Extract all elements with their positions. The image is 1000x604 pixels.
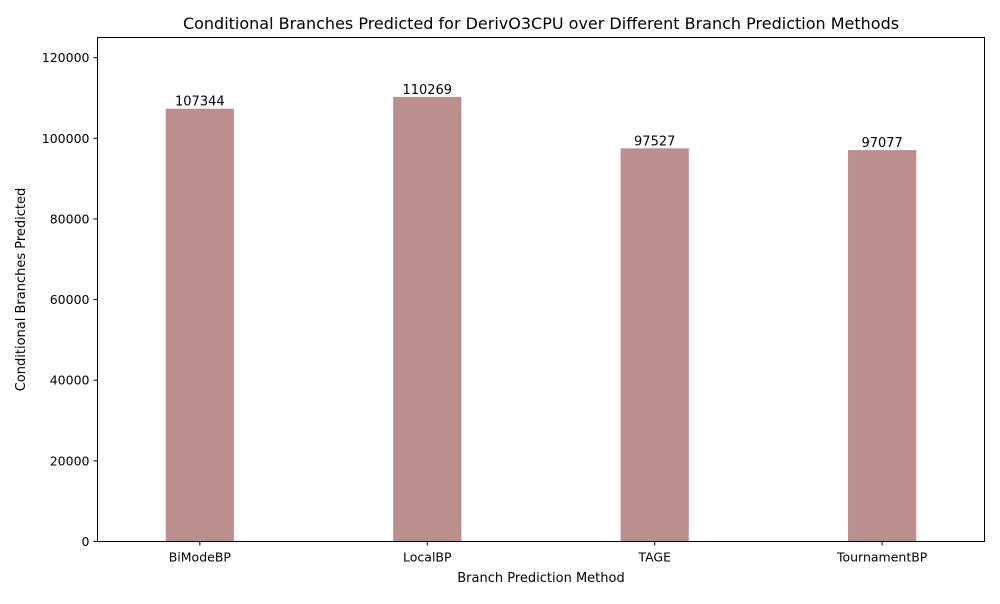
x-tick-label-TournamentBP: TournamentBP: [836, 550, 928, 565]
chart-title: Conditional Branches Predicted for Deriv…: [183, 14, 899, 33]
y-tick-label-100000: 100000: [42, 131, 90, 146]
x-axis-label: Branch Prediction Method: [457, 571, 624, 586]
y-tick-label-20000: 20000: [50, 453, 90, 468]
bar-LocalBP: [393, 96, 462, 542]
bar-BiModeBP: [165, 108, 234, 542]
y-axis-ticks: 0 20000 40000 60000 80000 100000 120000: [42, 50, 98, 549]
y-tick-label-60000: 60000: [50, 292, 90, 307]
x-tick-label-LocalBP: LocalBP: [403, 550, 452, 565]
y-tick-label-0: 0: [82, 534, 90, 549]
bar-TournamentBP: [848, 150, 917, 542]
y-tick-label-80000: 80000: [50, 211, 90, 226]
data-label-TAGE: 97527: [634, 134, 675, 149]
plot-frame: [97, 37, 985, 542]
x-axis-ticks: BiModeBP LocalBP TAGE TournamentBP: [169, 541, 928, 565]
data-label-TournamentBP: 97077: [861, 136, 902, 151]
data-labels-group: 107344 110269 97527 97077: [175, 83, 903, 151]
y-tick-label-120000: 120000: [42, 50, 90, 65]
y-tick-label-40000: 40000: [50, 373, 90, 388]
bars-group: [165, 96, 917, 542]
x-tick-label-TAGE: TAGE: [637, 550, 671, 565]
data-label-BiModeBP: 107344: [175, 95, 225, 110]
data-label-LocalBP: 110269: [402, 83, 452, 98]
y-axis-label: Conditional Branches Predicted: [14, 188, 29, 392]
bar-TAGE: [620, 148, 689, 542]
x-tick-label-BiModeBP: BiModeBP: [169, 550, 232, 565]
